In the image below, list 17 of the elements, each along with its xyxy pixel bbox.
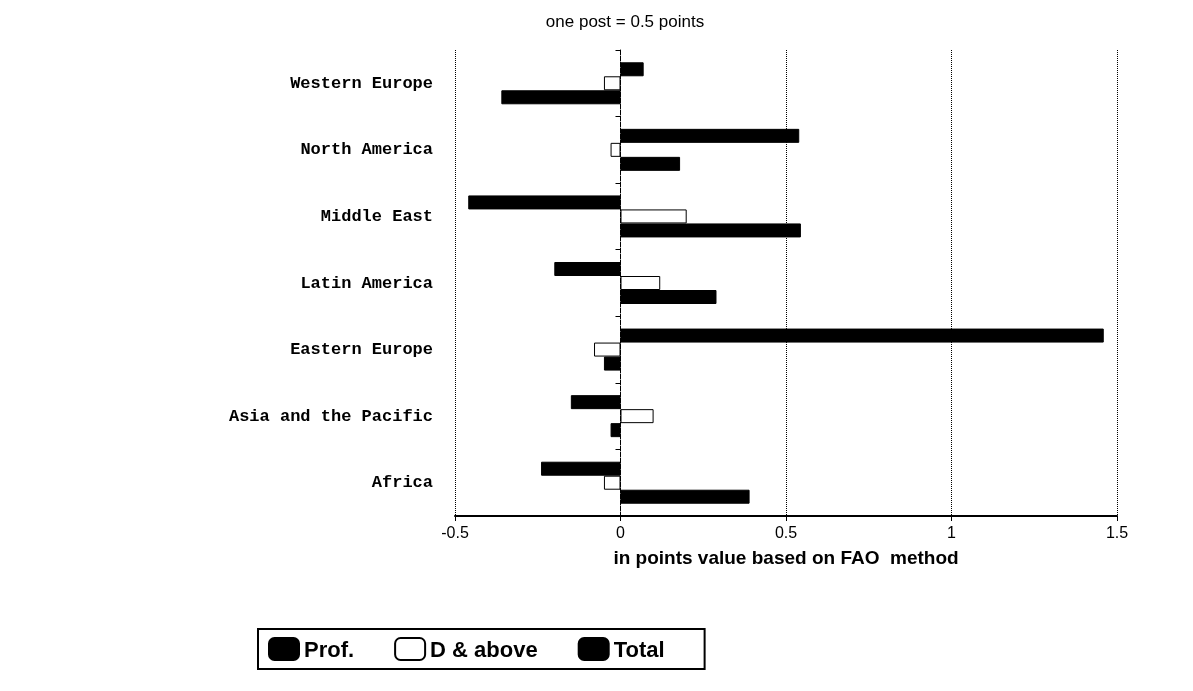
y-tick-label: North America [300, 140, 433, 160]
x-tick-label: -0.5 [441, 523, 469, 541]
y-tick-label: Eastern Europe [290, 340, 433, 360]
chart-title: one post = 0.5 points [545, 12, 705, 31]
y-tick-label: Latin America [300, 273, 433, 293]
y-tick-label: Asia and the Pacific [228, 406, 433, 426]
x-tick-label: 0.5 [774, 523, 798, 541]
y-tick-label: Middle East [320, 206, 433, 226]
x-axis-title: in points value based on FAO method [613, 547, 959, 568]
x-tick-label: 1 [947, 523, 957, 541]
legend-label: D & above [430, 636, 538, 662]
y-tick-label: Africa [371, 473, 433, 493]
y-tick-label: Western Europe [290, 73, 433, 93]
legend-label: Prof. [304, 636, 355, 662]
legend-label: Total [613, 636, 665, 662]
x-tick-label: 1.5 [1105, 523, 1129, 541]
x-tick-label: 0 [616, 523, 626, 541]
